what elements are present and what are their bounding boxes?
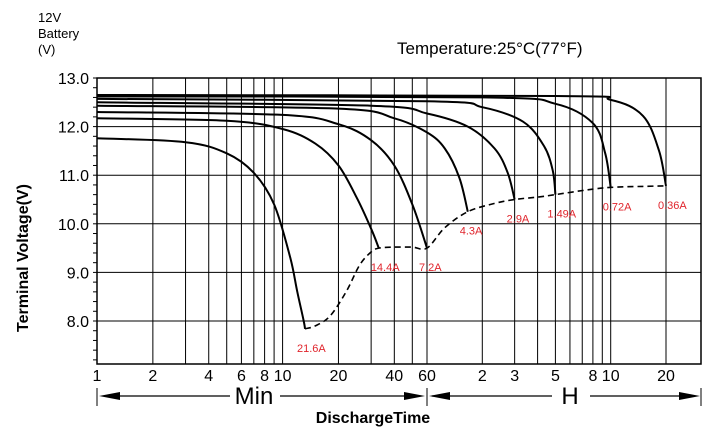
discharge-curve [96,111,428,249]
discharge-curve [96,95,612,188]
y-axis-label: Terminal Voltage(V) [15,184,32,332]
discharge-curve [96,117,380,249]
min-range-marker [96,388,425,406]
end-voltage-curve [304,185,667,330]
series-label: 7.2A [419,262,442,274]
y-tick-label: 11.0 [59,168,89,185]
series-label: 4.3A [460,226,483,238]
x-tick-label: 8 [588,368,597,385]
x-tick-label: 8 [260,368,269,385]
x-tick-label: 20 [330,368,348,385]
end-voltage-dashed-curve [304,185,667,330]
header-line: Battery [38,26,80,41]
series-label: 0.36A [658,200,687,212]
y-tick-label: 8.0 [67,314,89,331]
x-tick-labels: 1 2 4 6 8 10 20 40 60 2 3 5 8 10 20 [93,368,675,385]
x-axis-label: DischargeTime [316,410,431,427]
x-tick-label: 10 [602,368,620,385]
discharge-curve [96,94,667,187]
x-tick-label: 40 [385,368,403,385]
grid [93,77,702,365]
series-label: 0.72A [603,201,632,213]
discharge-curve [96,101,516,200]
x-tick-label: 2 [148,368,157,385]
x-tick-label: 5 [551,368,560,385]
hour-range-marker [429,388,702,406]
header-line: (V) [38,42,55,57]
hour-label: H [561,383,578,410]
x-tick-label: 2 [478,368,487,385]
x-tick-label: 4 [204,368,213,385]
series-label: 1.49A [547,209,576,221]
chart-title: Temperature:25°C(77°F) [397,39,583,58]
series-label: 21.6A [297,343,326,355]
x-tick-label: 1 [93,368,102,385]
x-tick-label: 3 [510,368,519,385]
series-labels: 21.6A 14.4A 7.2A 4.3A 2.9A 1.49A 0.72A 0.36A [297,200,687,355]
x-tick-label: 6 [237,368,246,385]
header-line: 12V [38,10,61,25]
y-tick-label: 12.0 [58,120,89,137]
y-tick-label: 10.0 [58,217,89,234]
y-tick-label: 13.0 [58,71,89,88]
discharge-curve [96,137,306,329]
x-tick-label: 60 [418,368,436,385]
y-tick-label: 9.0 [67,265,89,282]
discharge-curve [96,97,557,195]
x-tick-label: 10 [274,368,292,385]
series-label: 2.9A [507,214,530,226]
discharge-curves [96,94,667,329]
y-tick-labels: 13.0 12.0 11.0 10.0 9.0 8.0 [58,71,89,331]
plot-frame [96,77,702,365]
x-tick-label: 20 [657,368,675,385]
series-label: 14.4A [371,262,400,274]
discharge-curve [96,104,469,212]
min-label: Min [235,383,274,410]
